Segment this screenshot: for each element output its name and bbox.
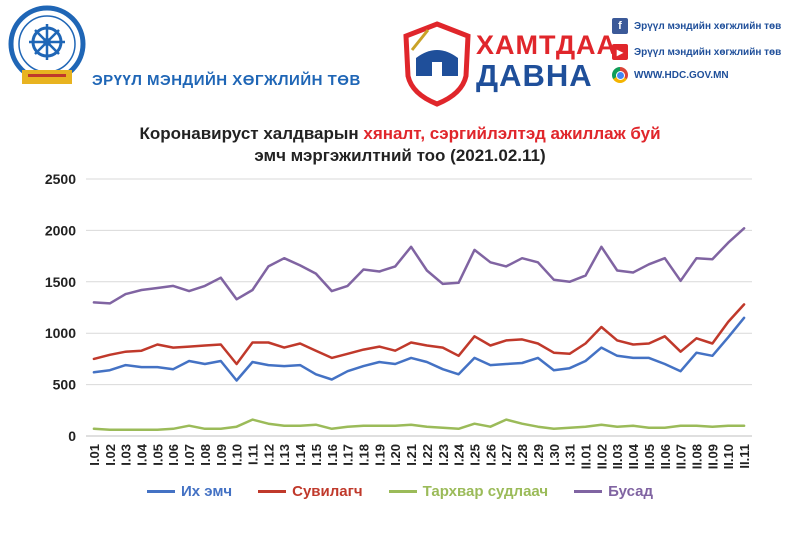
campaign-shield-icon	[403, 21, 471, 107]
x-tick-label: I.02	[103, 444, 118, 466]
legend-swatch	[258, 490, 287, 493]
legend-label: Бусад	[608, 483, 654, 500]
series-line-3	[92, 227, 746, 305]
legend-item-nurses: Сувилагч	[258, 483, 363, 500]
x-tick-label: II.10	[721, 444, 736, 469]
x-tick-label: I.04	[135, 443, 150, 465]
legend-item-doctors: Их эмч	[146, 483, 233, 500]
facebook-link[interactable]: f Эрүүл мэндийн хөгжлийн төв	[612, 17, 781, 35]
x-tick-label: I.05	[150, 444, 165, 466]
x-tick-label: I.17	[341, 444, 356, 466]
campaign-title-line1: ХАМТДАА	[476, 30, 618, 60]
chart-title-highlight: хяналт, сэргийлэлтэд ажиллаж буй	[363, 124, 661, 143]
website-label: WWW.HDC.GOV.MN	[634, 69, 729, 81]
youtube-link[interactable]: ▶ Эрүүл мэндийн хөгжлийн төв	[612, 43, 781, 61]
x-tick-label: I.14	[293, 443, 308, 465]
x-tick-label: I.28	[515, 444, 530, 466]
x-tick-label: I.21	[404, 444, 419, 466]
x-tick-label: I.25	[468, 444, 483, 466]
x-tick-label: I.07	[182, 444, 197, 466]
x-tick-label: II.04	[626, 443, 641, 469]
x-tick-label: II.11	[737, 444, 752, 469]
x-tick-label: I.15	[309, 444, 324, 466]
x-tick-label: II.02	[594, 444, 609, 469]
x-tick-label: II.08	[690, 444, 705, 469]
facebook-icon: f	[612, 18, 628, 34]
legend-label: Тархвар судлаач	[422, 483, 549, 500]
x-tick-label: I.24	[452, 443, 467, 465]
x-tick-label: I.23	[436, 444, 451, 466]
legend-item-others: Бусад	[574, 483, 653, 500]
x-tick-label: II.03	[610, 444, 625, 469]
legend-label: Сувилагч	[292, 483, 363, 500]
y-tick-label: 1000	[45, 325, 76, 341]
series-line-1	[92, 303, 746, 366]
youtube-icon: ▶	[612, 44, 628, 60]
website-link[interactable]: WWW.HDC.GOV.MN	[612, 66, 729, 84]
x-tick-label: II.07	[674, 444, 689, 469]
legend-swatch	[146, 490, 175, 493]
chart-title-part1: Коронавируст халдварын	[139, 124, 364, 143]
x-tick-label: I.27	[499, 444, 514, 466]
y-tick-label: 500	[53, 377, 77, 393]
x-tick-label: I.30	[547, 444, 562, 466]
chart-legend: Их эмч Сувилагч Тархвар судлаач Бусад	[0, 483, 800, 500]
chart-title-line1: Коронавируст халдварын хяналт, сэргийлэл…	[0, 124, 800, 144]
legend-swatch	[388, 490, 417, 493]
series-line-2	[92, 418, 746, 432]
series-line-0	[92, 316, 746, 382]
x-tick-label: II.01	[579, 444, 594, 469]
x-tick-label: I.01	[87, 444, 102, 466]
x-tick-label: I.18	[357, 444, 372, 466]
legend-label: Их эмч	[180, 483, 233, 500]
x-tick-label: I.16	[325, 444, 340, 466]
x-tick-label: I.03	[119, 444, 134, 466]
chart-title-line2: эмч мэргэжилтний тоо (2021.02.11)	[254, 146, 546, 165]
x-tick-label: I.31	[563, 444, 578, 466]
x-tick-label: I.08	[198, 444, 213, 466]
x-tick-label: I.19	[372, 444, 387, 466]
x-tick-label: II.05	[642, 444, 657, 469]
x-tick-label: I.11	[246, 444, 261, 465]
x-tick-label: I.12	[261, 444, 276, 466]
x-tick-label: I.26	[483, 444, 498, 466]
x-tick-label: I.22	[420, 444, 435, 466]
facebook-label: Эрүүл мэндийн хөгжлийн төв	[634, 20, 782, 32]
org-name: ЭРҮҮЛ МЭНДИЙН ХӨГЖЛИЙН ТӨВ	[92, 72, 361, 89]
legend-swatch	[574, 490, 603, 493]
youtube-label: Эрүүл мэндийн хөгжлийн төв	[634, 46, 782, 58]
x-tick-label: I.20	[388, 444, 403, 466]
y-tick-label: 1500	[45, 274, 76, 290]
chrome-icon	[612, 67, 628, 83]
y-tick-label: 0	[68, 428, 76, 444]
y-tick-label: 2000	[45, 222, 76, 238]
x-tick-label: II.09	[705, 444, 720, 469]
y-tick-label: 2500	[45, 171, 76, 187]
legend-item-epidemiologists: Тархвар судлаач	[388, 483, 549, 500]
x-tick-label: II.06	[658, 444, 673, 469]
x-tick-label: I.09	[214, 444, 229, 466]
x-tick-label: I.06	[166, 444, 181, 466]
x-tick-label: I.29	[531, 444, 546, 466]
campaign-title-line2: ДАВНА	[476, 58, 593, 93]
x-tick-label: I.10	[230, 444, 245, 466]
x-tick-label: I.13	[277, 444, 292, 466]
health-center-logo	[8, 5, 86, 84]
